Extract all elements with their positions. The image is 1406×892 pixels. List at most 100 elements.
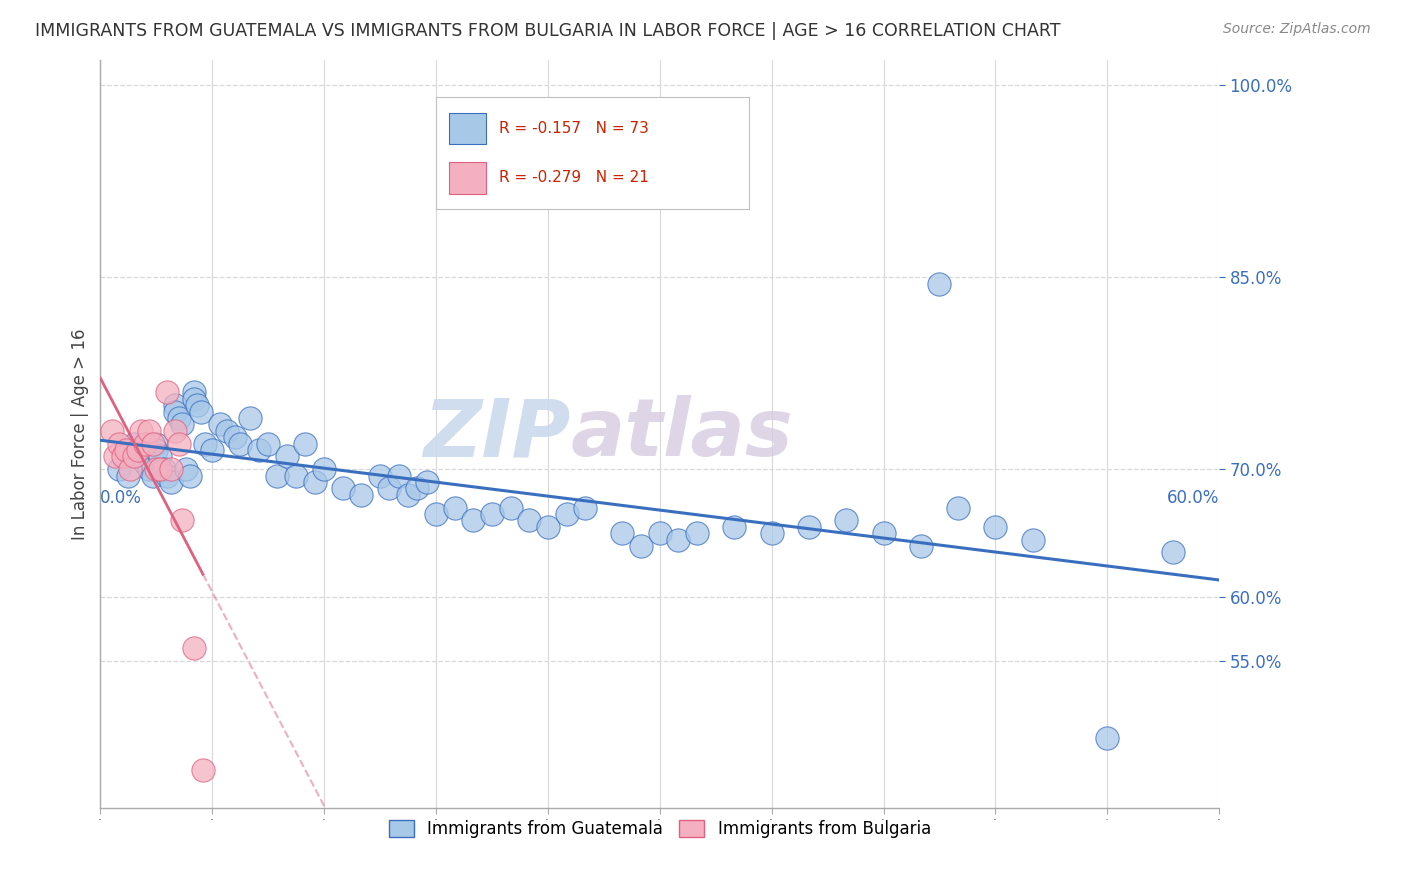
Point (761, 526, 783, 541)
Point (179, 468, 201, 483)
Point (984, 520, 1007, 534)
Point (1021, 533, 1043, 547)
Point (276, 450, 298, 464)
Point (100, 424, 122, 438)
Point (122, 436, 145, 450)
Point (120, 462, 142, 476)
Point (194, 436, 217, 450)
Point (481, 507, 503, 521)
Point (208, 417, 231, 432)
Point (238, 411, 260, 425)
Point (183, 392, 205, 406)
Point (134, 456, 156, 470)
Point (156, 468, 179, 483)
Point (152, 462, 174, 476)
Point (229, 436, 252, 450)
Point (160, 462, 183, 476)
Point (797, 520, 820, 534)
Point (167, 436, 190, 450)
Point (138, 424, 160, 438)
Point (131, 424, 153, 438)
Point (406, 482, 429, 496)
Point (294, 436, 316, 450)
Point (910, 539, 932, 553)
Text: IMMIGRANTS FROM GUATEMALA VS IMMIGRANTS FROM BULGARIA IN LABOR FORCE | AGE > 16 : IMMIGRANTS FROM GUATEMALA VS IMMIGRANTS … (35, 22, 1060, 40)
Point (224, 430, 246, 444)
Point (443, 500, 465, 515)
Point (648, 526, 671, 541)
Point (156, 385, 179, 400)
Text: 60.0%: 60.0% (1167, 489, 1219, 507)
Point (149, 462, 172, 476)
Point (537, 520, 560, 534)
Point (142, 436, 165, 450)
Point (332, 482, 354, 496)
Point (257, 436, 280, 450)
Point (1097, 731, 1119, 745)
Point (201, 443, 224, 458)
Y-axis label: In Labor Force | Age > 16: In Labor Force | Age > 16 (72, 328, 89, 540)
Point (131, 450, 153, 464)
Point (368, 468, 391, 483)
Point (160, 475, 183, 489)
Point (186, 398, 208, 412)
Point (172, 513, 194, 527)
Point (115, 443, 138, 458)
Point (145, 462, 167, 476)
Point (872, 526, 894, 541)
Point (183, 385, 205, 400)
Text: ZIP: ZIP (423, 395, 571, 473)
Point (388, 468, 411, 483)
Point (122, 450, 145, 464)
Point (145, 436, 167, 450)
Point (415, 475, 437, 489)
Point (163, 424, 186, 438)
Point (835, 513, 858, 527)
Point (104, 450, 127, 464)
Point (314, 462, 336, 476)
Text: Source: ZipAtlas.com: Source: ZipAtlas.com (1223, 22, 1371, 37)
Point (396, 488, 419, 502)
Point (163, 398, 186, 412)
Point (138, 462, 160, 476)
Point (172, 417, 194, 432)
Point (190, 404, 212, 418)
Point (612, 526, 634, 541)
Point (499, 500, 522, 515)
Point (1161, 545, 1184, 559)
Point (163, 404, 186, 418)
Text: 0.0%: 0.0% (100, 489, 142, 507)
Point (630, 539, 652, 553)
Point (108, 462, 131, 476)
Point (378, 482, 401, 496)
Point (928, 277, 950, 291)
Point (555, 507, 578, 521)
Point (723, 520, 745, 534)
Point (217, 424, 239, 438)
Point (174, 462, 197, 476)
Point (191, 763, 214, 777)
Point (304, 475, 326, 489)
Point (266, 468, 288, 483)
Point (134, 436, 156, 450)
Point (686, 526, 709, 541)
Point (463, 513, 485, 527)
Point (127, 443, 149, 458)
Point (350, 488, 373, 502)
Point (127, 443, 149, 458)
Point (517, 513, 540, 527)
Point (111, 450, 134, 464)
Legend: Immigrants from Guatemala, Immigrants from Bulgaria: Immigrants from Guatemala, Immigrants fr… (382, 814, 938, 845)
Point (117, 468, 139, 483)
Point (149, 450, 172, 464)
Point (183, 641, 205, 656)
Text: atlas: atlas (571, 395, 793, 473)
Point (108, 436, 131, 450)
Point (285, 468, 308, 483)
Point (247, 443, 270, 458)
Point (142, 468, 165, 483)
Point (668, 533, 690, 547)
Point (145, 443, 167, 458)
Point (167, 411, 190, 425)
Point (425, 507, 447, 521)
